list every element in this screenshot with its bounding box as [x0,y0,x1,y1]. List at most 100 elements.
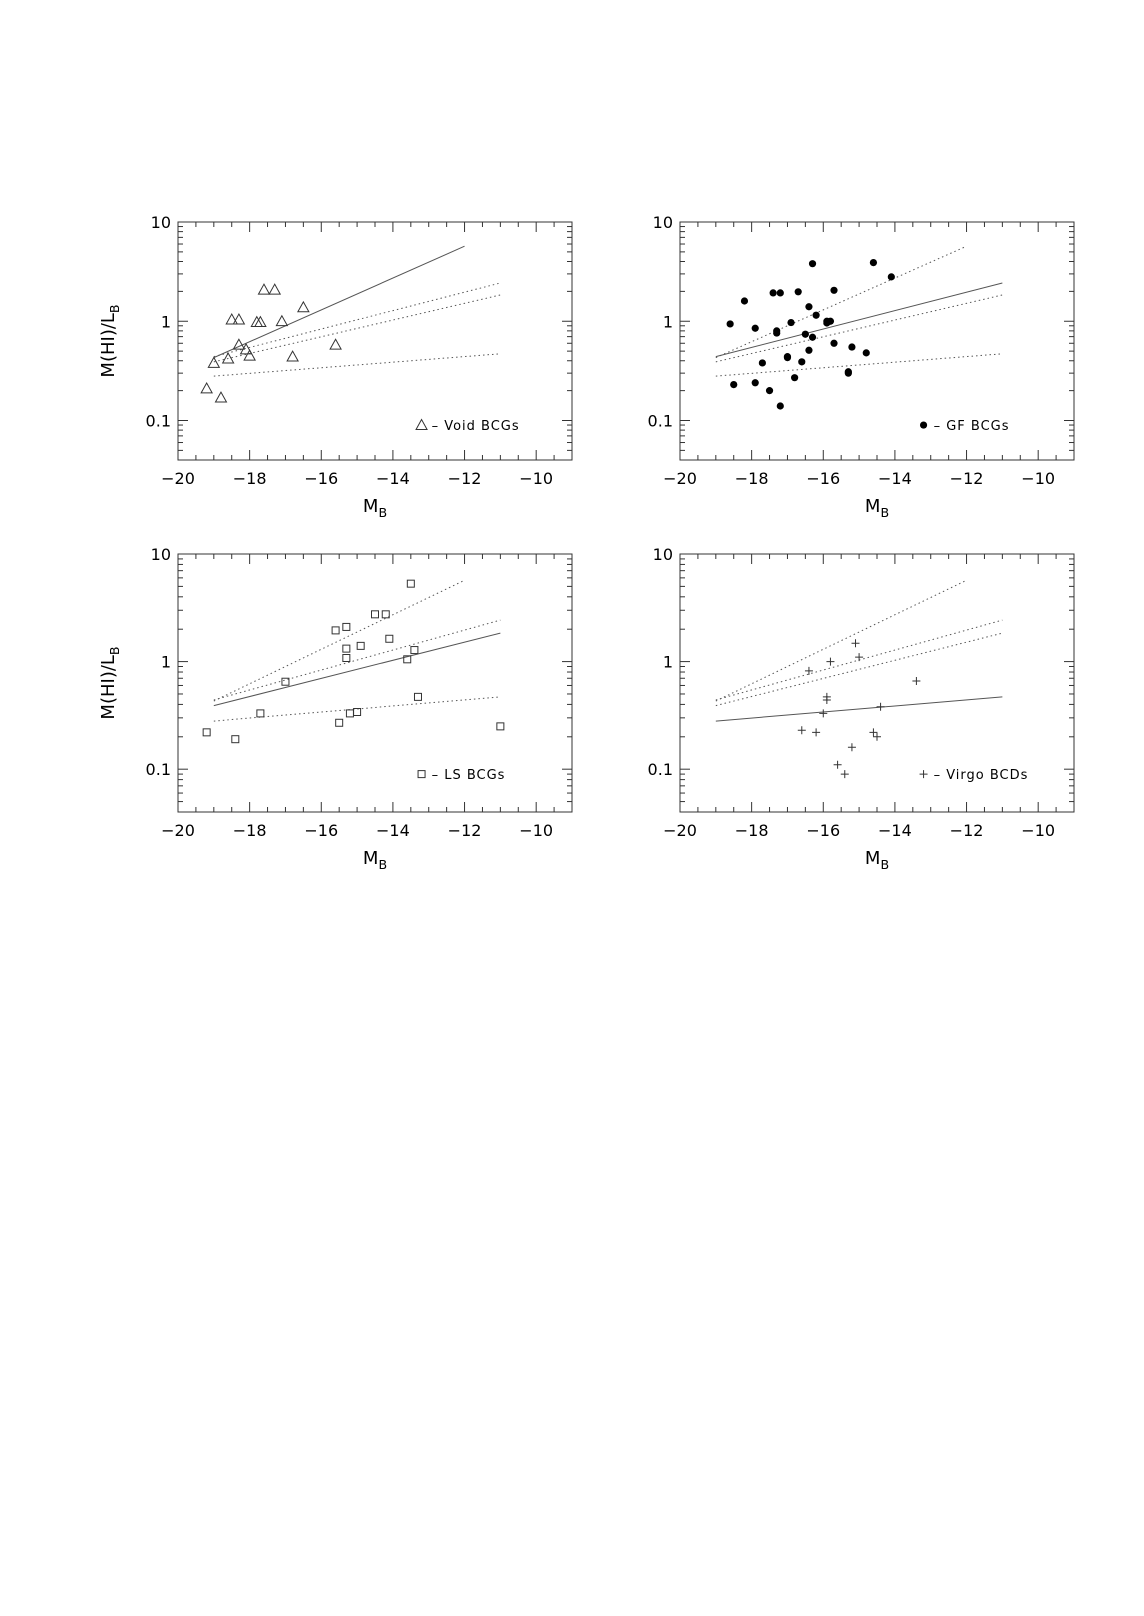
x-tick-label: −10 [1021,821,1055,840]
x-tick-label: −12 [950,469,984,488]
x-tick-label: −14 [376,821,410,840]
fit-line-solid [715,696,1003,722]
data-point [797,726,806,735]
x-tick-label: −10 [519,469,553,488]
y-axis-label: M(HI)/LB [98,304,122,377]
data-point [848,343,856,351]
legend-label: – Void BCGs [432,419,520,434]
data-point [812,728,821,737]
data-point [356,641,365,650]
data-point [805,303,813,311]
fit-line-dotted [213,294,501,363]
legend-marker-symbol [415,418,428,430]
data-point [239,342,253,355]
y-tick-label: 10 [653,545,673,564]
fit-line-dotted [715,353,1003,377]
x-tick-label: −14 [376,469,410,488]
data-point [751,324,759,332]
data-point [286,350,299,362]
data-point [214,391,228,403]
x-tick-label: −16 [806,469,840,488]
data-point [776,402,784,410]
x-tick-label: −10 [519,821,553,840]
legend: – LS BCGs [417,768,506,783]
data-point [403,655,412,664]
data-point [496,722,505,731]
data-point [268,283,282,295]
data-point [912,677,921,686]
y-tick-label: 1 [663,312,673,331]
x-tick-label: −14 [878,469,912,488]
x-axis-label: MB [865,848,889,872]
x-axis-label: MB [865,496,889,520]
data-point [413,692,422,701]
plot-frame [177,553,573,813]
data-point [862,349,870,357]
data-point [297,300,310,313]
data-point [773,329,781,337]
data-point [371,610,379,619]
panel-ls-bcgs: −20 −18 −16 −14 −12 −10 0.1 1 10 – LS BCGs MB M(… [98,545,573,872]
x-tick-label: −16 [304,469,338,488]
data-point [385,634,394,643]
data-point [830,286,838,294]
legend-marker [417,770,426,779]
data-point [331,626,340,635]
x-axis-label: MB [363,496,387,520]
data-point [758,359,766,367]
y-tick-label: 10 [151,545,171,564]
x-tick-label: −18 [735,821,769,840]
data-point [329,338,342,350]
data-point [855,653,864,662]
data-point [851,639,860,648]
legend-label: – LS BCGs [432,768,506,783]
data-point [783,353,792,361]
data-point [231,735,240,744]
fit-line-dotted [715,245,967,359]
data-point [342,622,351,631]
data-point [256,709,265,718]
x-tick-label: −20 [663,821,697,840]
svg-text:MB: MB [865,848,889,872]
data-point [812,311,820,319]
data-point [342,653,351,662]
data-point [830,339,838,347]
data-point [787,318,795,327]
fit-line-dotted [715,579,967,702]
x-tick-label: −20 [663,469,697,488]
data-point [406,579,415,588]
data-point [876,702,885,711]
svg-text:MB: MB [363,848,387,872]
data-point [844,368,852,376]
svg-text:MB: MB [363,496,387,520]
data-point [801,330,809,338]
x-tick-label: −14 [878,821,912,840]
data-point [819,709,828,718]
data-point [826,657,835,666]
legend-marker [919,421,928,429]
svg-text:M(HI)/LB: M(HI)/LB [98,304,122,377]
y-tick-label: 1 [161,653,171,672]
data-point [335,718,344,727]
y-tick-label: 1 [161,312,171,331]
data-point [225,313,239,325]
data-point [776,289,784,297]
data-point [353,708,362,717]
svg-text:MB: MB [865,496,889,520]
data-point [410,646,419,655]
data-point [873,732,881,741]
x-tick-label: −16 [304,821,338,840]
data-point [869,728,878,737]
legend-marker-symbol [919,421,928,429]
x-tick-label: −20 [161,821,195,840]
data-point [232,338,246,350]
data-point [887,273,895,281]
fit-line-dotted [715,632,1003,707]
fit-line-solid [715,282,1003,358]
x-tick-label: −18 [233,469,267,488]
y-tick-label: 0.1 [146,760,171,779]
x-tick-label: −18 [233,821,267,840]
data-point [826,317,835,325]
